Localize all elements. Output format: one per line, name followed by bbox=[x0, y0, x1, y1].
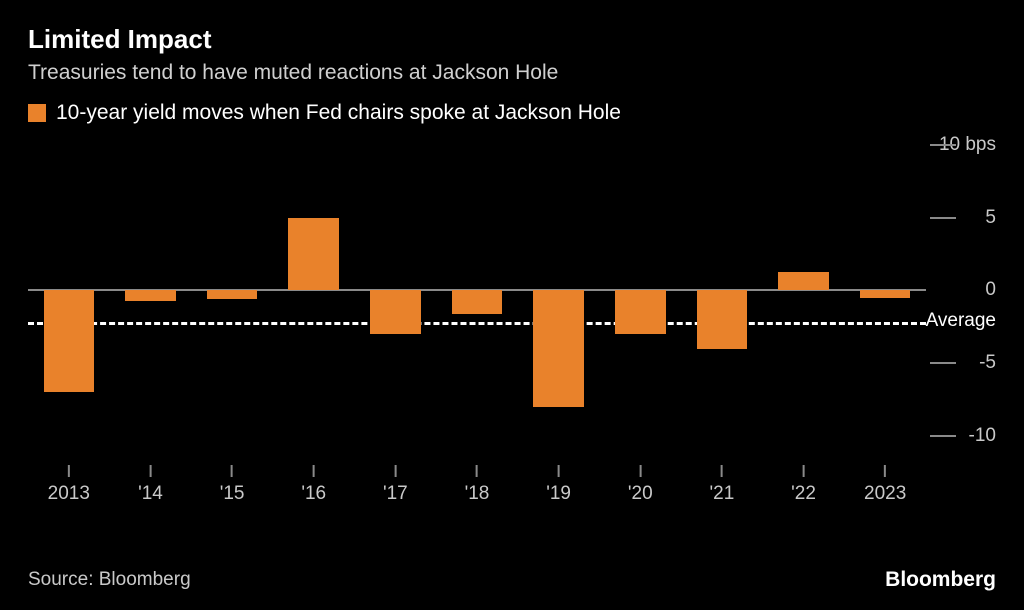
legend: 10-year yield moves when Fed chairs spok… bbox=[28, 101, 996, 125]
bar bbox=[370, 290, 421, 334]
x-tick-label: '15 bbox=[220, 483, 245, 505]
x-tick-label: '17 bbox=[383, 483, 408, 505]
chart-card: Limited Impact Treasuries tend to have m… bbox=[0, 0, 1024, 610]
bar bbox=[207, 290, 258, 299]
x-tick: '15 bbox=[220, 465, 245, 505]
x-tick-mark bbox=[558, 465, 560, 477]
x-tick-mark bbox=[803, 465, 805, 477]
x-tick: 2013 bbox=[48, 465, 90, 505]
footer: Source: Bloomberg Bloomberg bbox=[28, 568, 996, 592]
y-tick-mark bbox=[930, 217, 956, 219]
x-tick-mark bbox=[231, 465, 233, 477]
average-label: Average bbox=[926, 310, 996, 332]
y-tick-mark bbox=[930, 362, 956, 364]
bar bbox=[615, 290, 666, 334]
brand-text: Bloomberg bbox=[885, 568, 996, 592]
x-tick-mark bbox=[639, 465, 641, 477]
plot-region: Average10 bps50-5-10 bbox=[28, 145, 926, 465]
x-tick-mark bbox=[149, 465, 151, 477]
y-tick-mark bbox=[930, 144, 956, 146]
bar bbox=[452, 290, 503, 313]
source-text: Source: Bloomberg bbox=[28, 569, 191, 591]
x-tick-label: '21 bbox=[710, 483, 735, 505]
x-tick-mark bbox=[68, 465, 70, 477]
chart-subtitle: Treasuries tend to have muted reactions … bbox=[28, 61, 996, 85]
x-tick-label: '16 bbox=[301, 483, 326, 505]
x-tick-mark bbox=[476, 465, 478, 477]
bar bbox=[125, 290, 176, 300]
x-tick: '16 bbox=[301, 465, 326, 505]
legend-swatch bbox=[28, 104, 46, 122]
x-tick-label: '22 bbox=[791, 483, 816, 505]
x-tick-mark bbox=[721, 465, 723, 477]
x-tick-label: '20 bbox=[628, 483, 653, 505]
x-tick-label: '14 bbox=[138, 483, 163, 505]
bar bbox=[44, 290, 95, 392]
x-tick: '18 bbox=[465, 465, 490, 505]
x-tick: '20 bbox=[628, 465, 653, 505]
x-axis: 2013 '14 '15 '16 '17 '18 '19 '20 '21 '22 2023 bbox=[28, 465, 926, 505]
x-tick: '21 bbox=[710, 465, 735, 505]
x-tick: '19 bbox=[546, 465, 571, 505]
x-tick: 2023 bbox=[864, 465, 906, 505]
x-tick-mark bbox=[884, 465, 886, 477]
bar bbox=[288, 218, 339, 291]
legend-label: 10-year yield moves when Fed chairs spok… bbox=[56, 101, 621, 125]
x-tick-label: 2023 bbox=[864, 483, 906, 505]
average-line bbox=[28, 322, 926, 325]
bar bbox=[778, 272, 829, 291]
bar bbox=[697, 290, 748, 348]
x-tick-mark bbox=[313, 465, 315, 477]
bar bbox=[533, 290, 584, 406]
x-tick: '22 bbox=[791, 465, 816, 505]
chart-title: Limited Impact bbox=[28, 24, 996, 55]
x-tick: '17 bbox=[383, 465, 408, 505]
x-tick-label: 2013 bbox=[48, 483, 90, 505]
y-tick-mark bbox=[930, 435, 956, 437]
chart-area: Average10 bps50-5-10 2013 '14 '15 '16 '17 '18… bbox=[28, 145, 926, 505]
x-tick-label: '18 bbox=[465, 483, 490, 505]
y-tick-label: 0 bbox=[932, 279, 996, 301]
x-tick: '14 bbox=[138, 465, 163, 505]
bar bbox=[860, 290, 911, 297]
x-tick-label: '19 bbox=[546, 483, 571, 505]
x-tick-mark bbox=[394, 465, 396, 477]
